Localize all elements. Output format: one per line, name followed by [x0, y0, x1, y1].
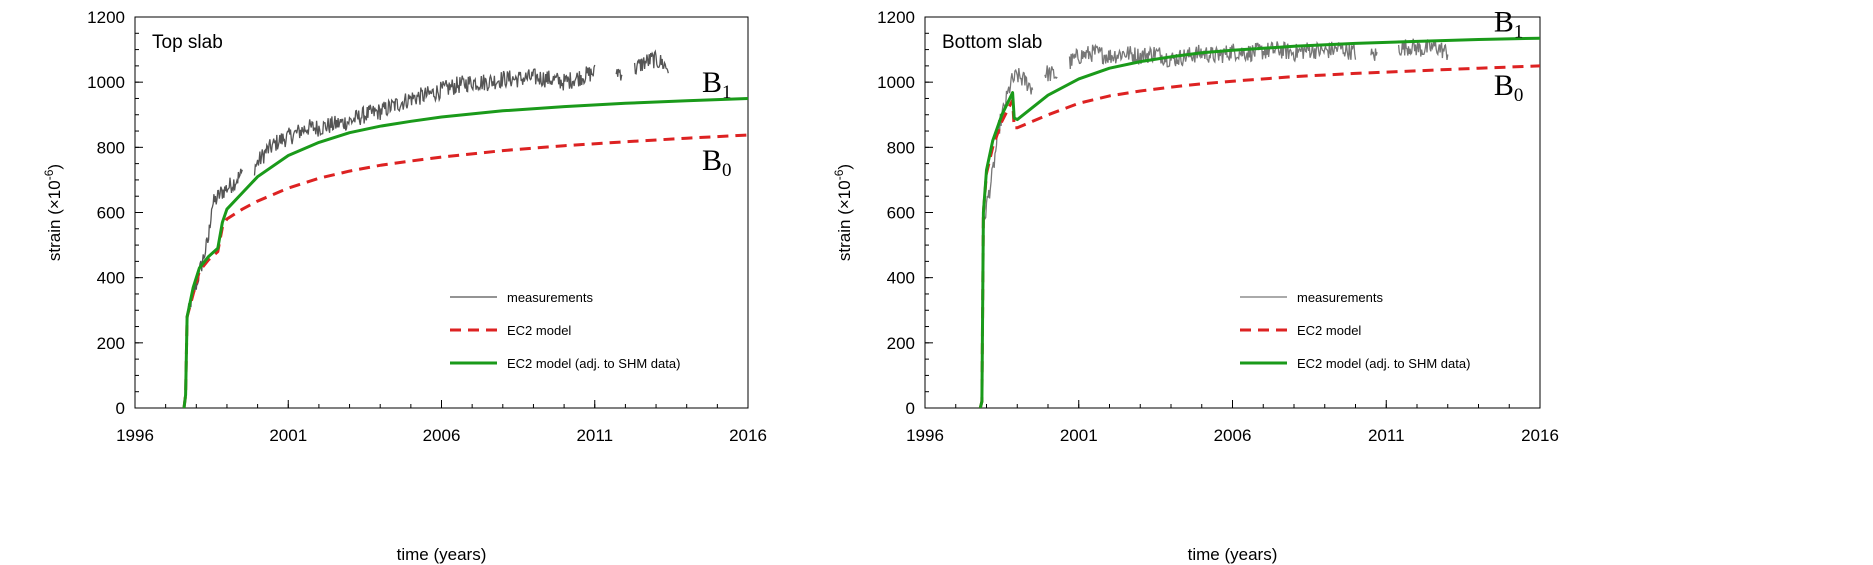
- legend: measurements EC2 model EC2 model (adj. to …: [450, 290, 680, 371]
- plot-area: [978, 36, 1540, 408]
- y-tick-label: 600: [97, 204, 125, 223]
- y-tick-label: 1200: [877, 8, 915, 27]
- chart-1: 0 200 400 600 800 1000 1200 1996 2001 2006 2011 201…: [42, 8, 767, 564]
- y-axis-title-base: strain (×10: [835, 180, 854, 261]
- legend: measurements EC2 model EC2 model (adj. to …: [1240, 290, 1470, 371]
- x-axis-title: time (years): [397, 545, 487, 564]
- curve-label-subscript: 0: [722, 160, 732, 181]
- curve-label-subscript: 1: [1514, 22, 1524, 43]
- x-tick-label: 1996: [116, 426, 154, 445]
- legend-label: EC2 model (adj. to SHM data): [507, 356, 680, 371]
- series-measurements-segment: [1370, 48, 1378, 61]
- y-axis-title: strain (×10-6): [832, 164, 854, 261]
- y-axis-title-close: ): [835, 164, 854, 170]
- series-measurements-segment: [1397, 38, 1449, 60]
- series-measurements-segment: [1044, 65, 1058, 82]
- x-tick-label: 2016: [729, 426, 767, 445]
- series-measurements-segment: [633, 49, 669, 75]
- y-axis-title-exponent: -6: [832, 169, 846, 180]
- y-tick-label: 200: [97, 334, 125, 353]
- x-tick-label: 2001: [269, 426, 307, 445]
- x-axis-title: time (years): [1188, 545, 1278, 564]
- curve-label-subscript: 1: [722, 82, 732, 103]
- curve-label: B1: [702, 66, 732, 103]
- curve-label-subscript: 0: [1514, 85, 1524, 106]
- curve-label-letter: B: [702, 144, 722, 177]
- series-measurements-segment: [979, 68, 1034, 408]
- x-tick-label: 2006: [423, 426, 461, 445]
- y-axis-title-base: strain (×10: [45, 180, 64, 261]
- legend-label: EC2 model: [1297, 323, 1361, 338]
- curve-label-letter: B: [702, 66, 722, 99]
- x-tick-label: 2016: [1521, 426, 1559, 445]
- series-measurements-segment: [253, 64, 596, 176]
- x-tick-label: 2006: [1214, 426, 1252, 445]
- chart-2: 0 200 400 600 800 1000 1200 1996 2001 2006 2011 201…: [832, 6, 1559, 564]
- panel-title: Bottom slab: [942, 32, 1042, 53]
- y-tick-label: 1000: [87, 73, 125, 92]
- series-ec2-adjusted-line: [182, 97, 748, 408]
- plot-area: [182, 49, 748, 408]
- y-tick-label: 800: [887, 138, 915, 157]
- x-tick-label: 2011: [576, 426, 613, 445]
- x-tick-label: 2001: [1060, 426, 1098, 445]
- legend-label: measurements: [1297, 290, 1383, 305]
- panel-title: Top slab: [152, 32, 223, 53]
- x-tick-label: 1996: [906, 426, 944, 445]
- curve-label: B1: [1494, 6, 1524, 43]
- y-tick-label: 1200: [87, 8, 125, 27]
- legend-label: EC2 model (adj. to SHM data): [1297, 356, 1470, 371]
- y-tick-label: 200: [887, 334, 915, 353]
- curve-label-letter: B: [1494, 6, 1514, 39]
- legend-label: measurements: [507, 290, 593, 305]
- curve-label-letter: B: [1494, 69, 1514, 102]
- legend-label: EC2 model: [507, 323, 571, 338]
- y-tick-label: 0: [116, 399, 125, 418]
- series-measurements-segment: [615, 68, 623, 81]
- curve-label: B0: [1494, 69, 1524, 106]
- y-tick-label: 1000: [877, 73, 915, 92]
- y-tick-label: 0: [906, 399, 915, 418]
- y-axis-title-close: ): [45, 164, 64, 170]
- y-axis-title-exponent: -6: [42, 169, 56, 180]
- y-tick-label: 600: [887, 204, 915, 223]
- y-tick-label: 400: [97, 269, 125, 288]
- curve-label: B0: [702, 144, 732, 181]
- y-tick-label: 800: [97, 138, 125, 157]
- series-ec2-adjusted-line: [978, 36, 1540, 408]
- y-tick-label: 400: [887, 269, 915, 288]
- series-measurements-segment: [1068, 40, 1357, 70]
- y-axis-title: strain (×10-6): [42, 164, 64, 261]
- x-tick-label: 2011: [1368, 426, 1405, 445]
